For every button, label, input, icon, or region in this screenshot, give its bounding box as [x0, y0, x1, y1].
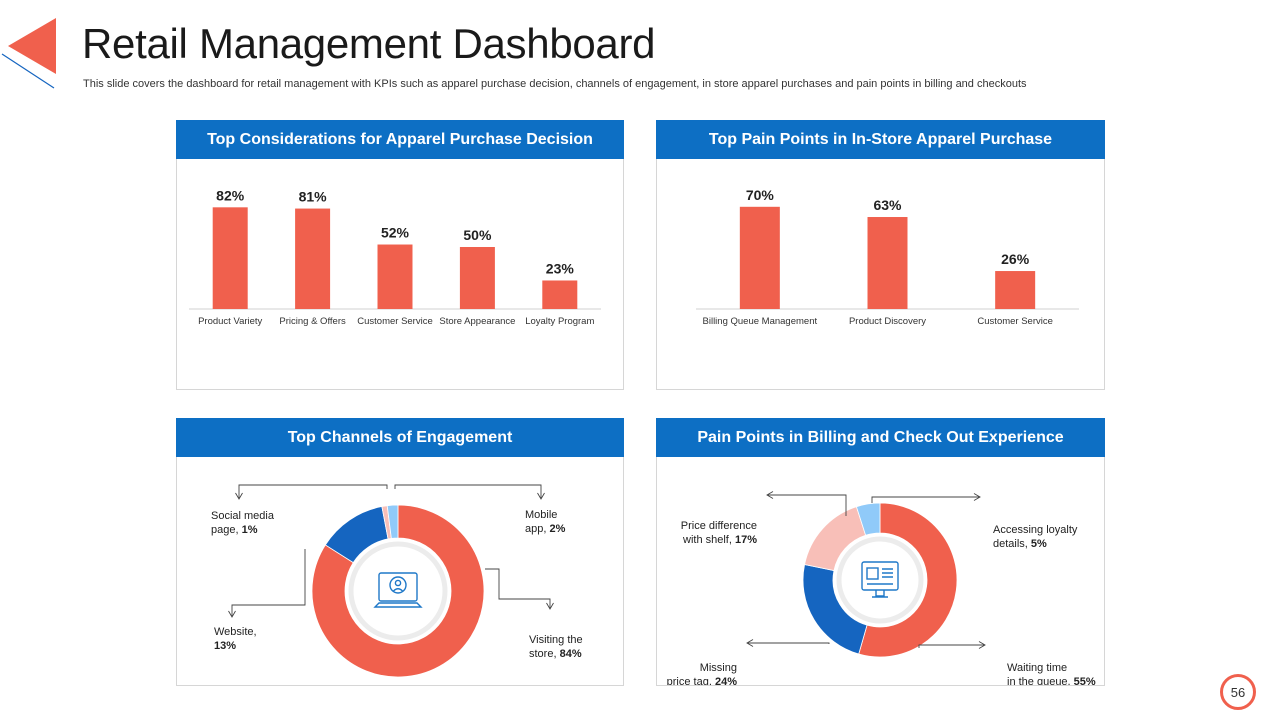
page-subtitle: This slide covers the dashboard for reta… [83, 78, 1027, 90]
page-number: 56 [1220, 674, 1256, 710]
slice-label: Mobile app, 2% [525, 509, 566, 535]
panel-billing: Pain Points in Billing and Check Out Exp… [656, 418, 1105, 686]
panel-instore-pain: Top Pain Points in In-Store Apparel Purc… [656, 120, 1105, 390]
donut-hole [835, 535, 925, 625]
pie-slice [386, 504, 399, 539]
donut-hole [347, 540, 449, 642]
icon-screen [378, 572, 418, 602]
laptop-user-icon [373, 572, 423, 608]
bar [459, 247, 495, 309]
leader-line [871, 496, 980, 503]
panel-purchase-decision: Top Considerations for Apparel Purchase … [176, 120, 624, 390]
icon-lines [867, 568, 893, 585]
donut-inner-ring [836, 536, 924, 624]
leader-line [747, 642, 830, 644]
icon-base [373, 602, 423, 608]
slice-label: Price difference with shelf, 17% [681, 520, 757, 546]
leader-arrow [537, 492, 545, 500]
leader-line [767, 494, 847, 516]
data-label: 23% [546, 260, 575, 276]
bar [295, 208, 331, 309]
panel-title: Top Channels of Engagement [176, 418, 624, 457]
pie-slice [311, 504, 485, 678]
x-tick-label: Loyalty Program [525, 316, 594, 327]
leader-line [485, 568, 551, 609]
bar [542, 280, 578, 309]
slice-label: Social media page, 1% [211, 510, 275, 536]
bar [995, 271, 1036, 309]
monitor-checkout-icon [861, 561, 899, 598]
bar [377, 244, 413, 309]
x-tick-label: Billing Queue Management [703, 316, 818, 327]
leader-line [231, 549, 306, 617]
donut-inner-ring [348, 541, 448, 641]
leader-arrow [973, 493, 981, 501]
data-label: 50% [463, 227, 492, 243]
leader-arrow [746, 639, 754, 647]
x-tick-label: Store Appearance [439, 316, 515, 327]
leader-arrow [978, 641, 986, 649]
slice-label: Accessing loyalty details, 5% [993, 524, 1078, 550]
slice-label: Website, 13% [214, 626, 257, 652]
page-title: Retail Management Dashboard [82, 20, 656, 67]
icon-shoulders [393, 588, 403, 592]
leader-arrow [235, 492, 243, 500]
panel-channels: Top Channels of Engagement Visiting the s… [176, 418, 624, 686]
leader-arrow [228, 610, 236, 618]
slice-label: Missing price tag, 24% [667, 662, 738, 685]
x-tick-label: Customer Service [977, 316, 1053, 327]
chart-instore-pain: 70% Billing Queue Management 63% Product Di… [696, 187, 1079, 327]
x-tick-label: Product Discovery [849, 316, 926, 327]
icon-head [394, 579, 402, 587]
data-label: 70% [746, 187, 775, 203]
bar [212, 207, 248, 309]
icon-box [866, 567, 879, 580]
x-tick-label: Product Variety [198, 316, 262, 327]
data-label: 63% [873, 197, 902, 213]
slice-label: Visiting the store, 84% [529, 634, 583, 660]
leader-line [918, 644, 985, 648]
icon-gear [389, 576, 407, 594]
data-label: 81% [299, 189, 328, 205]
data-label: 82% [216, 187, 245, 203]
pie-slice [858, 502, 958, 658]
data-label: 52% [381, 225, 410, 241]
pie-slice [855, 502, 881, 536]
bar [739, 206, 780, 309]
panel-title: Pain Points in Billing and Check Out Exp… [656, 418, 1105, 457]
chart-purchase-decision: 82% Product Variety 81% Pricing & Offers 52%… [189, 187, 601, 327]
data-label: 26% [1001, 251, 1030, 267]
slice-label: Waiting time in the queue, 55% [1007, 662, 1096, 685]
panel-title: Top Considerations for Apparel Purchase … [176, 120, 624, 159]
leader-line [238, 484, 388, 499]
x-tick-label: Customer Service [357, 316, 433, 327]
panel-title: Top Pain Points in In-Store Apparel Purc… [656, 120, 1105, 159]
leader-arrow [766, 491, 774, 499]
brand-logo [1, 18, 56, 89]
leader-line [394, 484, 542, 499]
chart-billing: Waiting time in the queue, 55% Missing pric… [667, 491, 1096, 685]
icon-stand [872, 590, 888, 598]
icon-monitor [861, 561, 899, 591]
chart-channels: Visiting the store, 84% Website, 13% Social … [211, 484, 583, 678]
x-tick-label: Pricing & Offers [279, 316, 346, 327]
leader-arrow [546, 602, 554, 610]
bar [867, 217, 908, 309]
